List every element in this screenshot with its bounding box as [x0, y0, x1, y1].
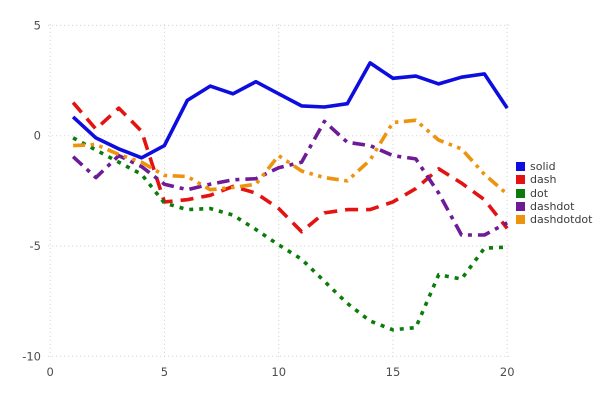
legend-label: dashdotdot [530, 213, 593, 227]
y-tick-label: 0 [34, 129, 41, 143]
legend-item-dashdot: dashdot [516, 201, 592, 212]
legend-label: solid [530, 160, 556, 174]
legend-swatch-icon [516, 188, 525, 198]
legend-swatch-icon [516, 202, 525, 212]
x-tick-label: 5 [161, 365, 168, 379]
x-tick-label: 0 [47, 365, 54, 379]
y-tick-label: -5 [30, 239, 41, 253]
legend-item-solid: solid [516, 161, 592, 172]
legend-label: dash [530, 173, 557, 187]
series-line-dashdotdot [73, 118, 509, 196]
y-tick-label: -10 [22, 349, 41, 363]
legend-swatch-icon [516, 175, 525, 185]
legend-item-dash: dash [516, 174, 592, 185]
y-tick-label: 5 [34, 18, 41, 32]
legend-swatch-icon [516, 215, 525, 225]
series-line-dot [72, 136, 508, 332]
x-tick-label: 15 [386, 365, 401, 379]
legend-swatch-icon [516, 162, 525, 172]
series-line-solid [71, 61, 509, 160]
legend: solid dash dot dashdot dashdotdot [516, 161, 592, 225]
x-axis-tick-labels: 0 5 10 15 20 [47, 365, 515, 379]
y-axis-tick-labels: 5 0 -5 -10 [22, 18, 41, 363]
series-line-dashdot [71, 119, 509, 237]
series-line-dash [71, 101, 509, 234]
legend-label: dashdot [530, 200, 575, 214]
legend-item-dashdotdot: dashdotdot [516, 214, 592, 225]
legend-item-dot: dot [516, 188, 592, 199]
legend-label: dot [530, 186, 549, 200]
gridlines [48, 23, 510, 358]
series-lines [71, 61, 509, 332]
x-tick-label: 10 [271, 365, 286, 379]
x-tick-label: 20 [500, 365, 515, 379]
